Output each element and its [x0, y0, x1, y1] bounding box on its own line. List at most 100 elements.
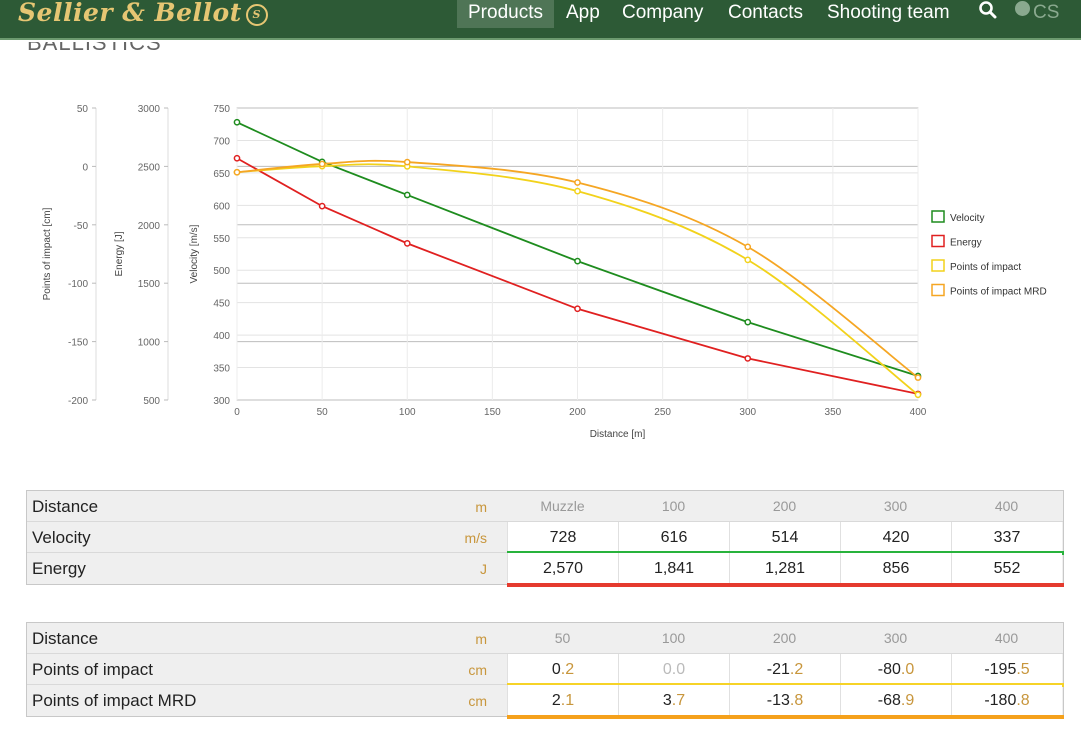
velocity-energy-table: Distance m Muzzle 100 200 300 400 Velocity m/s 72…: [26, 490, 1064, 587]
table-cell: 1,281: [729, 553, 840, 584]
language-switch[interactable]: CS: [1015, 1, 1059, 24]
data-point: [744, 355, 752, 362]
energy-tick-label: 1000: [138, 338, 161, 349]
table-row: Distance m Muzzle 100 200 300 400: [27, 491, 1063, 522]
velocity-tick-label: 650: [213, 169, 230, 180]
velocity-tick-label: 750: [213, 104, 230, 115]
energy-tick-label: 2500: [138, 162, 161, 173]
legend-label: Points of impact MRD: [950, 287, 1047, 298]
data-point: [403, 191, 411, 199]
top-navigation-bar: Sellier & Bellot S Products App Company C…: [0, 0, 1081, 40]
row-unit: J: [480, 561, 487, 577]
velocity-tick-label: 550: [213, 234, 230, 245]
table-cell: 337: [951, 522, 1062, 553]
data-point: [574, 179, 581, 186]
row-unit: cm: [468, 662, 487, 678]
poi-tick-label: -200: [68, 396, 88, 407]
data-point: [914, 374, 922, 381]
data-point: [403, 240, 411, 247]
data-point: [744, 243, 752, 251]
brand-logo[interactable]: Sellier & Bellot S: [18, 0, 268, 27]
energy-tick-label: 3000: [138, 104, 161, 115]
table-cell: 2.1: [507, 685, 618, 716]
poi-tick-label: -50: [74, 221, 89, 232]
table-cell: -68.9: [840, 685, 951, 716]
table-row: Points of impact MRD cm 2.1 3.7 -13.8 -68.9 -1…: [27, 685, 1064, 719]
table-cell: -195.5: [951, 654, 1062, 685]
x-tick-label: 150: [484, 407, 501, 418]
nav-company[interactable]: Company: [622, 2, 704, 23]
search-icon[interactable]: [978, 0, 998, 20]
nav-shooting-team[interactable]: Shooting team: [827, 2, 950, 23]
poi-tick-label: -100: [68, 279, 88, 290]
data-point: [233, 118, 241, 126]
table-cell: 2,570: [507, 553, 618, 584]
x-tick-label: 300: [739, 407, 756, 418]
column-header: 50: [554, 630, 571, 646]
legend-label: Energy: [950, 238, 982, 249]
row-color-bar: [507, 715, 1064, 719]
nav-contacts[interactable]: Contacts: [728, 2, 803, 23]
table-cell: -13.8: [729, 685, 840, 716]
table-cell: 0.2: [507, 654, 618, 685]
x-tick-label: 400: [910, 407, 927, 418]
language-code: CS: [1033, 2, 1060, 23]
table-row: Distance m 50 100 200 300 400: [27, 623, 1063, 654]
row-unit: cm: [468, 693, 487, 709]
legend-swatch: [931, 259, 945, 272]
poi-tick-label: 50: [77, 104, 89, 115]
row-unit: m: [475, 499, 487, 515]
table-cell: 856: [840, 553, 951, 584]
energy-axis-label: Energy [J]: [114, 231, 125, 276]
row-label: Velocity: [32, 528, 91, 547]
data-point: [744, 256, 752, 264]
legend-swatch: [931, 210, 945, 223]
row-color-bar: [507, 583, 1064, 587]
row-label: Distance: [32, 629, 99, 648]
table-cell: 616: [618, 522, 729, 553]
column-header: 100: [661, 630, 686, 646]
column-header: 300: [883, 498, 908, 514]
legend-label: Points of impact: [950, 262, 1021, 273]
energy-tick-label: 500: [143, 396, 160, 407]
energy-tick-label: 1500: [138, 279, 161, 290]
series-line-energy: [236, 157, 919, 395]
poi-tick-label: -150: [68, 338, 88, 349]
data-point: [574, 305, 581, 313]
velocity-tick-label: 350: [213, 364, 230, 375]
x-tick-label: 200: [569, 407, 586, 418]
velocity-tick-label: 600: [213, 201, 230, 212]
legend-swatch: [931, 234, 945, 248]
column-header: Muzzle: [540, 498, 585, 514]
row-label: Energy: [32, 559, 86, 578]
table-cell: 1,841: [618, 553, 729, 584]
row-label: Points of impact: [32, 660, 153, 679]
nav-app[interactable]: App: [566, 2, 600, 23]
x-tick-label: 250: [654, 407, 671, 418]
brand-name: Sellier & Bellot: [18, 0, 242, 27]
data-point: [744, 318, 752, 326]
poi-tick-label: 0: [82, 162, 88, 173]
column-header: 100: [661, 498, 686, 514]
table-row: Points of impact cm 0.2 0.0 -21.2 -80.0 -195.5: [27, 654, 1064, 687]
nav-products[interactable]: Products: [457, 0, 554, 28]
velocity-axis-label: Velocity [m/s]: [189, 224, 200, 283]
column-header: 400: [994, 630, 1019, 646]
series-line-velocity: [236, 121, 919, 377]
velocity-tick-label: 400: [213, 331, 230, 342]
row-label: Distance: [32, 497, 99, 516]
data-point: [574, 187, 581, 195]
data-point: [233, 168, 241, 176]
table-cell: 728: [507, 522, 618, 553]
globe-icon: [1015, 1, 1030, 16]
energy-tick-label: 2000: [138, 221, 161, 232]
brand-seal-icon: S: [245, 3, 268, 26]
table-row: Velocity m/s 728 616 514 420 337: [27, 522, 1064, 555]
velocity-tick-label: 450: [213, 299, 230, 310]
x-tick-label: 0: [234, 407, 240, 418]
table-cell: 0.0: [618, 654, 729, 685]
table-cell: 552: [951, 553, 1062, 584]
data-point: [574, 257, 581, 265]
table-row: Energy J 2,570 1,841 1,281 856 552: [27, 553, 1064, 587]
